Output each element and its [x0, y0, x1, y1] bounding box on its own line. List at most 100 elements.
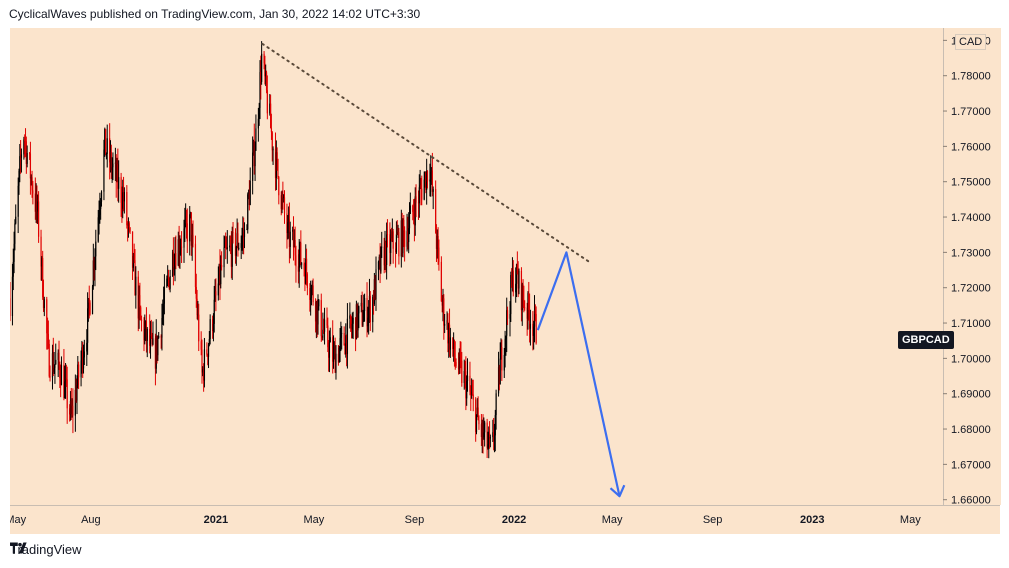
- price-axis[interactable]: [943, 28, 1001, 505]
- candle-body: [81, 347, 83, 361]
- candle-body: [341, 332, 343, 334]
- candle-body: [350, 325, 353, 330]
- candle-body: [289, 231, 291, 247]
- candle-body: [358, 306, 360, 314]
- candle-body: [195, 287, 197, 299]
- candle-body: [497, 367, 500, 394]
- candle-body: [407, 231, 409, 243]
- candle-body: [180, 246, 183, 248]
- candle-body: [266, 90, 268, 114]
- candle-body: [492, 432, 494, 438]
- y-tick-label: 1.67000: [951, 459, 991, 471]
- candle-body: [226, 247, 228, 249]
- candle-body: [138, 295, 140, 319]
- candle-body: [212, 319, 214, 332]
- candle-body: [486, 422, 488, 448]
- candle-body: [272, 148, 274, 151]
- candle-body: [145, 321, 147, 329]
- trendline: [261, 42, 592, 264]
- candle-body: [46, 299, 48, 334]
- candle-body: [327, 325, 329, 348]
- x-tick-label: Aug: [81, 514, 101, 526]
- candle-body: [477, 407, 479, 421]
- candle-body: [471, 394, 474, 395]
- candle-body: [29, 153, 32, 179]
- candle-body: [386, 234, 389, 236]
- candle-body: [419, 185, 421, 188]
- candle-body: [234, 232, 237, 256]
- candle-body: [206, 349, 208, 355]
- candle-body: [86, 342, 88, 352]
- candle-body: [133, 255, 135, 261]
- candle-body: [321, 336, 323, 338]
- candle-body: [191, 234, 193, 246]
- candle-body: [80, 360, 82, 378]
- x-tick-label: 2023: [800, 514, 824, 526]
- candle-body: [55, 359, 57, 365]
- candle-body: [207, 344, 210, 357]
- candle-body: [278, 177, 280, 196]
- candle-body: [30, 177, 32, 179]
- candle-body: [223, 247, 225, 268]
- candle-body: [386, 234, 388, 266]
- candle-body: [91, 286, 94, 315]
- candle-body: [476, 407, 478, 415]
- candle-body: [516, 264, 518, 275]
- candle-body: [453, 340, 455, 350]
- candle-body: [99, 209, 101, 215]
- candle-body: [466, 375, 469, 382]
- candle-body: [532, 323, 534, 336]
- candle-body: [52, 353, 54, 372]
- candle-body: [29, 152, 31, 154]
- candle-body: [397, 231, 399, 235]
- candle-body: [265, 72, 267, 77]
- candle-body: [316, 301, 318, 325]
- candle-body: [305, 258, 308, 275]
- candle-body: [440, 261, 442, 302]
- candle-body: [501, 347, 503, 371]
- candle-body: [257, 118, 259, 129]
- candle-body: [322, 329, 324, 338]
- footer-brand[interactable]: TradingView: [10, 542, 82, 557]
- candle-body: [421, 188, 423, 200]
- candle-body: [528, 293, 530, 310]
- candle-body: [20, 156, 22, 158]
- candle-body: [71, 405, 73, 415]
- candle-body: [177, 239, 179, 266]
- candle-body: [264, 63, 266, 77]
- candle-body: [406, 231, 408, 247]
- candle-body: [14, 223, 16, 244]
- candle-body: [470, 391, 472, 395]
- candle-body: [20, 154, 23, 158]
- candle-body: [412, 211, 415, 216]
- candle-body: [277, 158, 279, 178]
- candle-body: [338, 347, 340, 363]
- candle-body: [162, 303, 165, 312]
- x-tick-label: May: [900, 514, 921, 526]
- candle-body: [426, 171, 428, 190]
- candle-body: [132, 255, 134, 268]
- candle-body: [403, 219, 405, 231]
- candle-body: [418, 187, 420, 204]
- time-axis[interactable]: [10, 505, 1000, 534]
- candle-body: [98, 214, 100, 218]
- candle-body: [140, 307, 142, 320]
- candle-body: [529, 323, 532, 329]
- candle-body: [524, 307, 526, 309]
- candle-body: [452, 337, 454, 350]
- candle-body: [484, 422, 486, 433]
- candle-body: [87, 308, 89, 343]
- candle-body: [183, 228, 185, 248]
- candle-body: [109, 138, 111, 163]
- candle-body: [391, 231, 393, 239]
- candle-body: [189, 212, 192, 215]
- candle-body: [280, 195, 282, 209]
- y-tick-label: 1.72000: [951, 283, 991, 295]
- candle-body: [500, 347, 502, 359]
- candle-body: [109, 151, 112, 163]
- candle-body: [118, 177, 120, 189]
- candle-body: [511, 270, 514, 285]
- candle-body: [60, 378, 62, 385]
- candle-body: [15, 216, 17, 224]
- candle-body: [299, 242, 301, 255]
